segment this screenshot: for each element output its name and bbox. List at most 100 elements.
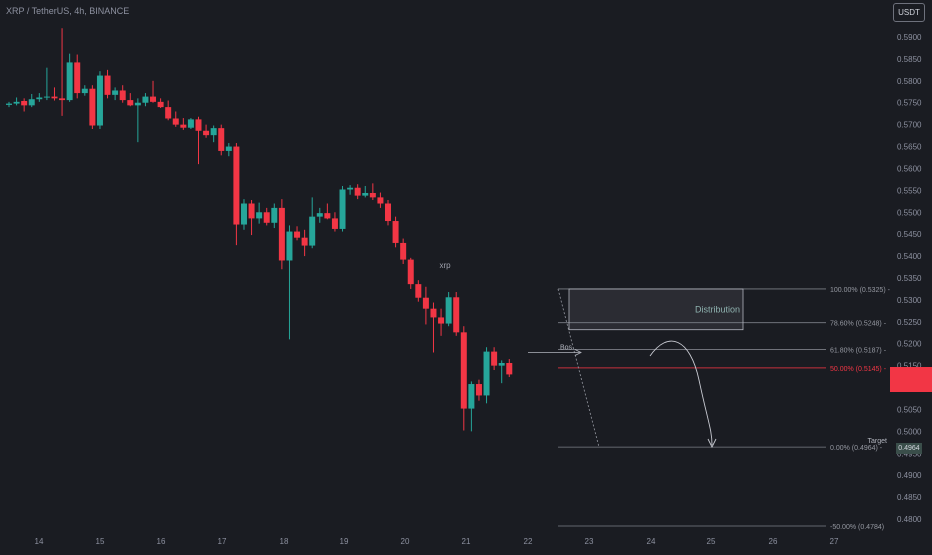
candle-body <box>324 213 331 219</box>
candle-body <box>218 128 225 151</box>
time-tick-label: 25 <box>707 537 716 546</box>
candle-body <box>475 384 482 396</box>
price-tick-label: 0.5500 <box>897 208 922 217</box>
candle-body <box>104 75 111 95</box>
candle-body <box>256 212 263 219</box>
projection-arrow-icon <box>707 438 717 449</box>
candle-body <box>51 96 58 99</box>
fib-level-label: 50.00% (0.5145) - <box>830 366 887 373</box>
time-tick-label: 14 <box>35 537 44 546</box>
price-tick-label: 0.5300 <box>897 296 922 305</box>
candle-body <box>233 146 240 225</box>
candle-body <box>453 297 460 333</box>
fib-level-label: 0.00% (0.4964) - <box>830 445 883 452</box>
candle-body <box>142 96 149 103</box>
candle-body <box>81 88 88 94</box>
price-tick-label: 0.5200 <box>897 340 922 349</box>
fib-level-label: -50.00% (0.4784) <box>830 524 884 531</box>
last-price-badge <box>890 367 932 392</box>
candle-body <box>491 351 498 366</box>
candle-body <box>271 207 278 223</box>
candle-body <box>468 384 475 409</box>
price-tick-label: 0.5050 <box>897 405 922 414</box>
target-label: Target <box>868 438 888 445</box>
candle-body <box>331 218 338 229</box>
bos-label: Bos <box>560 344 573 351</box>
candle-body <box>422 297 429 309</box>
candle-body <box>286 231 293 261</box>
candle-body <box>460 332 467 409</box>
candle-body <box>438 317 445 324</box>
candle-body <box>134 102 141 106</box>
price-tick-label: 0.4850 <box>897 493 922 502</box>
candle-body <box>150 96 157 102</box>
fib-level-label: 78.60% (0.5248) - <box>830 321 887 328</box>
candle-body <box>506 363 513 375</box>
time-tick-label: 23 <box>585 537 594 546</box>
price-tick-label: 0.5850 <box>897 55 922 64</box>
time-tick-label: 19 <box>340 537 349 546</box>
price-tick-label: 0.5750 <box>897 99 922 108</box>
price-tick-label: 0.5800 <box>897 77 922 86</box>
candle-body <box>13 101 20 104</box>
candle-body <box>172 118 179 125</box>
fib-level-label: 100.00% (0.5325) - <box>830 287 891 294</box>
candle-body <box>445 297 452 324</box>
candle-body <box>165 107 172 119</box>
price-tick-label: 0.5250 <box>897 318 922 327</box>
price-tick-label: 0.4800 <box>897 515 922 524</box>
price-tick-label: 0.5400 <box>897 252 922 261</box>
time-tick-label: 16 <box>157 537 166 546</box>
candle-body <box>392 221 399 243</box>
distribution-zone <box>568 288 744 331</box>
time-tick-label: 20 <box>401 537 410 546</box>
candle-body <box>157 101 164 108</box>
candle-body <box>248 203 255 219</box>
time-tick-label: 21 <box>462 537 471 546</box>
fib-trend-line <box>557 288 600 448</box>
candle-body <box>210 128 217 136</box>
time-tick-label: 17 <box>218 537 227 546</box>
time-tick-label: 26 <box>769 537 778 546</box>
candle-body <box>278 207 285 261</box>
time-tick-label: 27 <box>830 537 839 546</box>
candle-body <box>369 192 376 198</box>
symbol-title: XRP / TetherUS, 4h, BINANCE <box>6 6 130 16</box>
candle-body <box>316 213 323 217</box>
candle-body <box>385 203 391 222</box>
candle-body <box>354 187 361 196</box>
candle-body <box>127 100 134 106</box>
candle-body <box>415 284 422 298</box>
candle-body <box>187 119 194 128</box>
candle-body <box>195 119 202 131</box>
candle-body <box>59 98 66 101</box>
candle-body <box>89 88 96 126</box>
price-tick-label: 0.5650 <box>897 143 922 152</box>
candle-body <box>301 237 308 246</box>
candle-body <box>43 96 50 98</box>
price-tick-label: 0.5900 <box>897 33 922 42</box>
fib-level-label: 61.80% (0.5187) - <box>830 347 887 354</box>
price-tick-label: 0.5700 <box>897 121 922 130</box>
candle-body <box>483 351 490 396</box>
price-tick-label: 0.5600 <box>897 164 922 173</box>
price-tick-label: 0.4900 <box>897 471 922 480</box>
candle-body <box>96 75 103 126</box>
target-price-badge: 0.4964 <box>896 443 922 454</box>
currency-button[interactable]: USDT <box>893 3 925 22</box>
candle-body <box>74 62 81 94</box>
time-tick-label: 24 <box>647 537 656 546</box>
candle-body <box>263 212 270 223</box>
price-tick-label: 0.5450 <box>897 230 922 239</box>
chart-center-label: xrp <box>439 261 451 270</box>
candle-body <box>180 124 187 128</box>
candle-body <box>112 90 119 95</box>
candle-body <box>28 99 35 106</box>
candle-body <box>240 203 247 225</box>
candle-body <box>36 97 43 100</box>
price-tick-label: 0.5550 <box>897 186 922 195</box>
candle-body <box>6 103 12 105</box>
candle-body <box>66 62 73 101</box>
